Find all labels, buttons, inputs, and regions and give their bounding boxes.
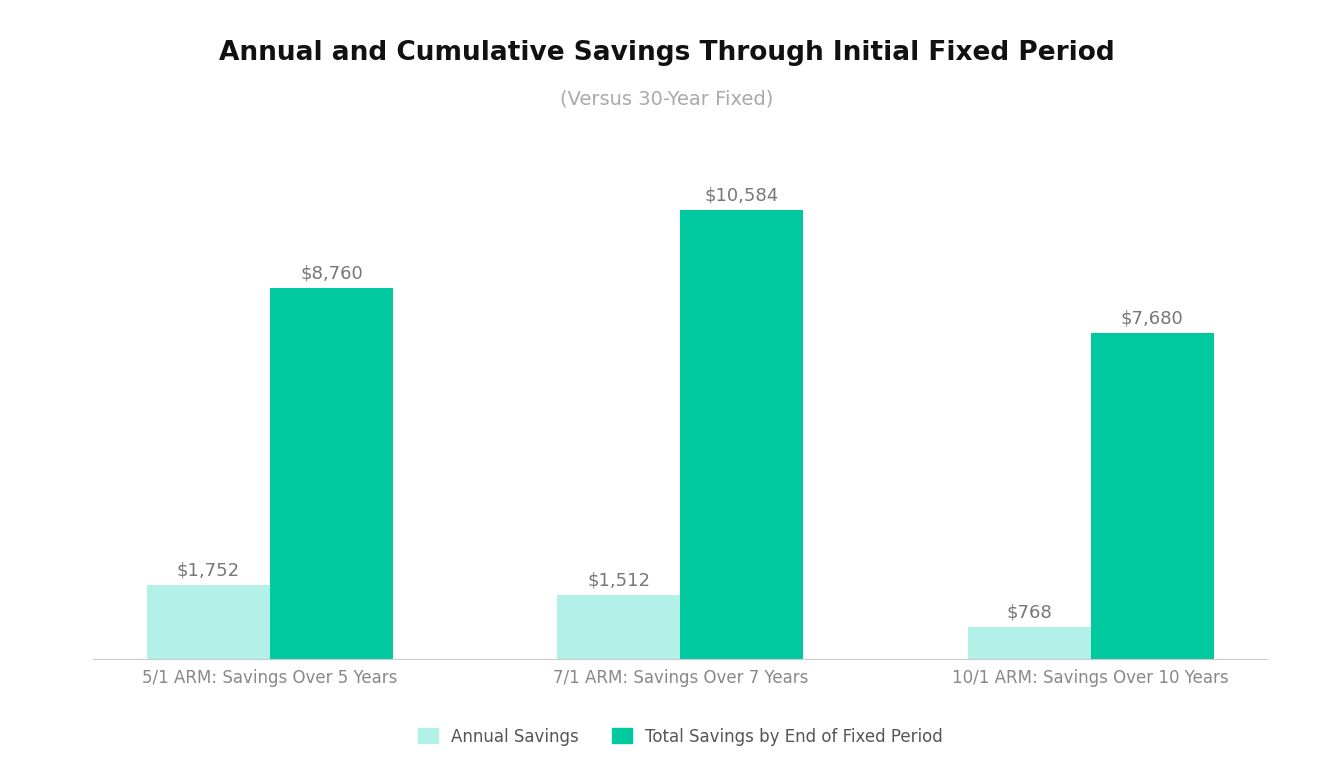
Text: $10,584: $10,584 [704, 186, 779, 205]
Text: $1,752: $1,752 [176, 562, 240, 580]
Bar [967, 627, 1091, 659]
Bar [558, 595, 680, 659]
Bar [1091, 334, 1214, 659]
Text: Annual and Cumulative Savings Through Initial Fixed Period: Annual and Cumulative Savings Through In… [219, 40, 1115, 66]
Text: $1,512: $1,512 [587, 572, 650, 590]
Bar [680, 210, 803, 659]
Legend: Annual Savings, Total Savings by End of Fixed Period: Annual Savings, Total Savings by End of … [411, 721, 950, 752]
Text: (Versus 30-Year Fixed): (Versus 30-Year Fixed) [560, 89, 774, 108]
Text: $7,680: $7,680 [1121, 310, 1183, 328]
Text: $768: $768 [1006, 603, 1053, 622]
Bar [269, 287, 394, 659]
Text: $8,760: $8,760 [300, 264, 363, 282]
Bar [147, 585, 269, 659]
